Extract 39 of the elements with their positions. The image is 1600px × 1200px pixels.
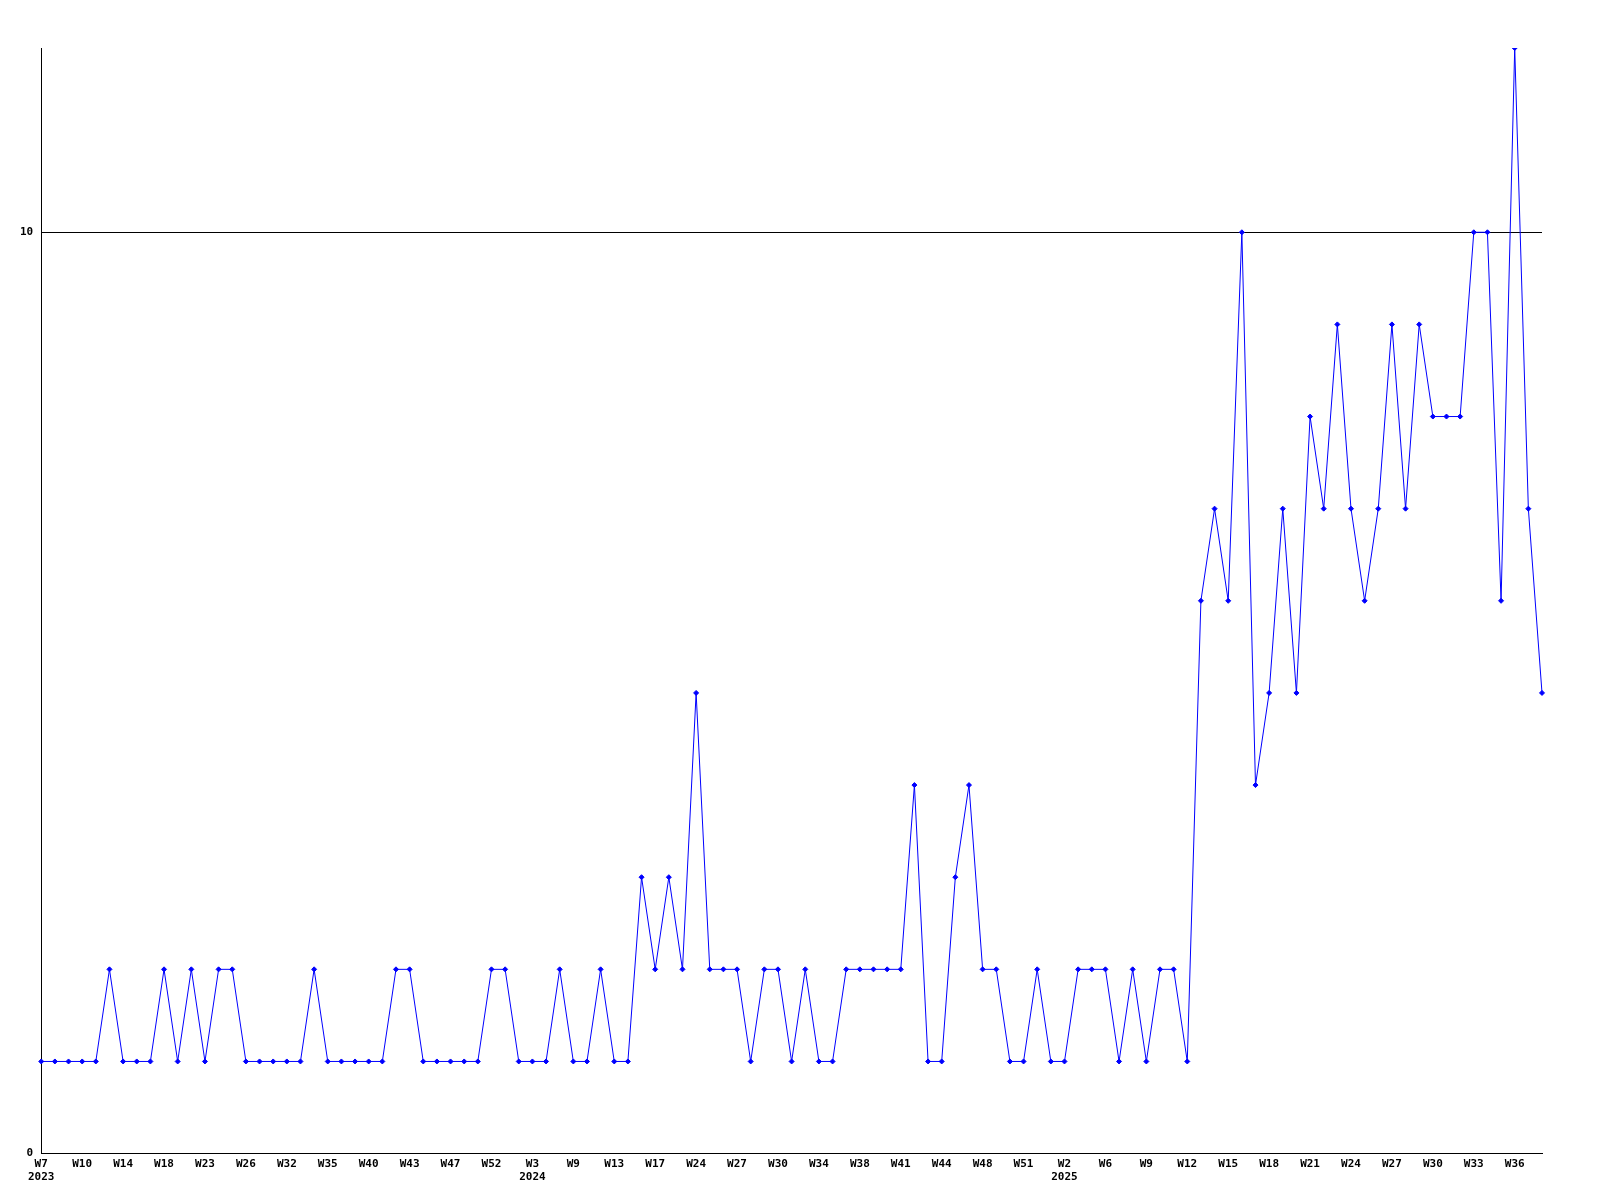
x-tick-label: W35 (317, 1157, 338, 1171)
y-tick-label: 10 (20, 225, 34, 239)
x-tick-label: W36 (1504, 1157, 1526, 1171)
x-tick-label: W2 2025 (1051, 1157, 1078, 1184)
x-tick-label: W12 (1177, 1157, 1198, 1171)
x-tick-label: W43 (399, 1157, 420, 1171)
x-tick-label: W24 (686, 1157, 707, 1171)
x-tick-label: W40 (358, 1157, 379, 1171)
x-tick-label: W30 (1422, 1157, 1443, 1171)
x-tick-label: W7 2023 (28, 1157, 55, 1184)
y-tick-label: 0 (26, 1146, 34, 1160)
x-tick-label: W21 (1300, 1157, 1321, 1171)
x-tick-label: W15 (1218, 1157, 1239, 1171)
x-tick-label: W47 (440, 1157, 461, 1171)
x-tick-label: W27 (1381, 1157, 1402, 1171)
x-tick-label: W30 (768, 1157, 788, 1171)
x-tick-label: W18 (154, 1157, 174, 1171)
x-tick-label: W51 (1013, 1157, 1034, 1171)
x-tick-label: W33 (1463, 1157, 1484, 1171)
x-tick-label: W52 (481, 1157, 502, 1171)
x-tick-label: W13 (604, 1157, 625, 1171)
x-tick-label: W26 (235, 1157, 257, 1171)
x-tick-label: W17 (645, 1157, 666, 1171)
x-tick-label: W14 (113, 1157, 134, 1171)
x-tick-label: W24 (1341, 1157, 1362, 1171)
x-tick-label: W48 (972, 1157, 993, 1171)
x-tick-label: W6 (1098, 1157, 1113, 1171)
x-tick-label: W3 2024 (519, 1157, 547, 1184)
x-tick-label: W41 (890, 1157, 912, 1171)
x-tick-label: W44 (931, 1157, 953, 1171)
x-tick-label: W34 (808, 1157, 830, 1171)
x-tick-label: W18 (1259, 1157, 1280, 1171)
x-tick-label: W23 (195, 1157, 215, 1171)
x-tick-label: W32 (276, 1157, 297, 1171)
x-tick-label: W27 (727, 1157, 747, 1171)
x-tick-label: W9 (566, 1157, 580, 1171)
x-tick-label: W38 (849, 1157, 870, 1171)
x-tick-label: W10 (72, 1157, 93, 1171)
x-tick-label: W9 (1139, 1157, 1153, 1171)
